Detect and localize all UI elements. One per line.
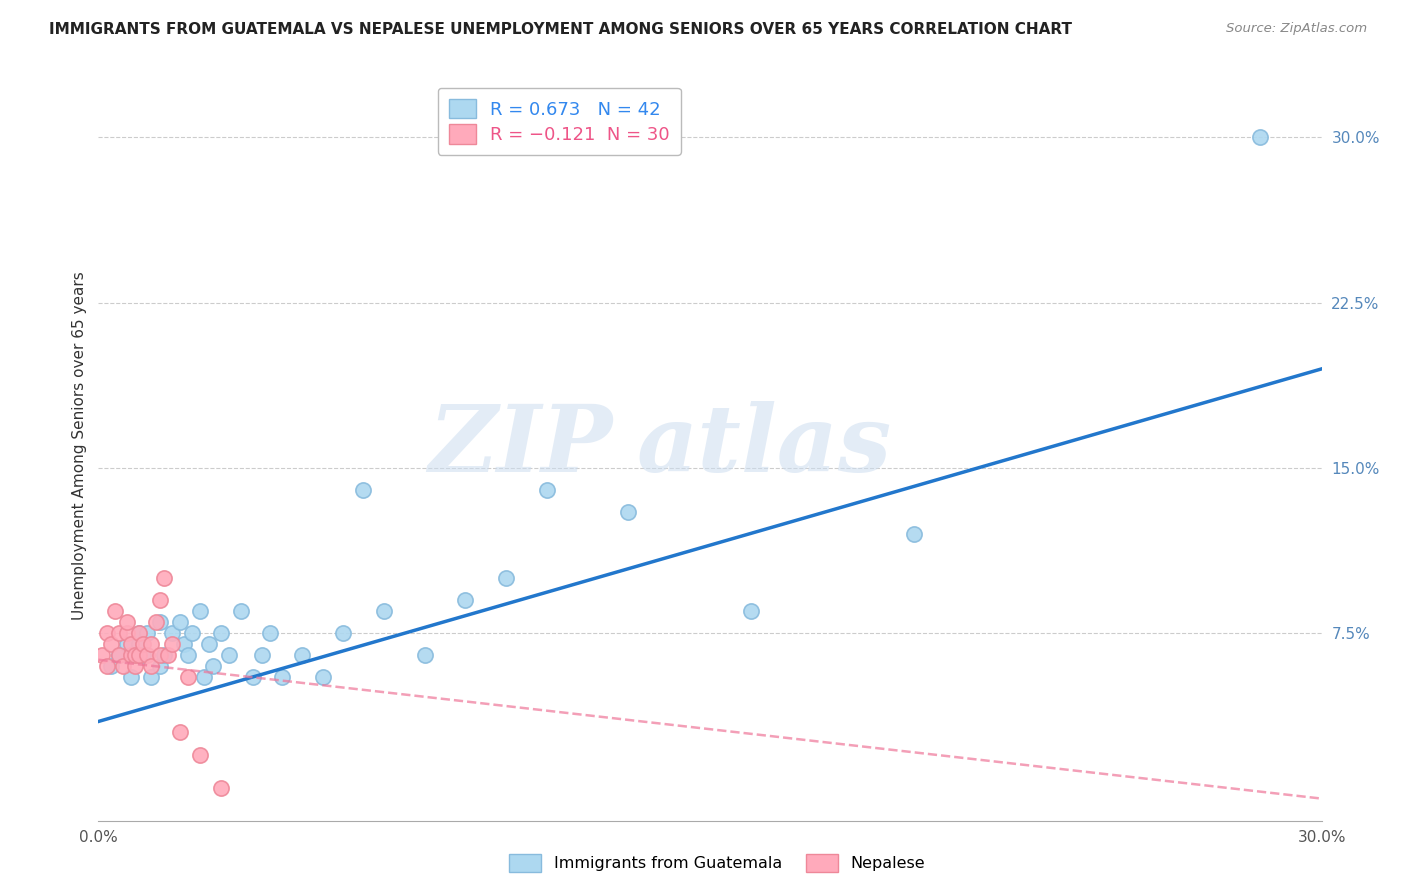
Point <box>96 626 118 640</box>
Text: IMMIGRANTS FROM GUATEMALA VS NEPALESE UNEMPLOYMENT AMONG SENIORS OVER 65 YEARS C: IMMIGRANTS FROM GUATEMALA VS NEPALESE UN… <box>49 22 1073 37</box>
Y-axis label: Unemployment Among Seniors over 65 years: Unemployment Among Seniors over 65 years <box>72 272 87 620</box>
Point <box>152 571 174 585</box>
Point <box>120 670 142 684</box>
Point <box>188 604 212 618</box>
Point <box>413 648 436 663</box>
Point <box>124 648 146 663</box>
Text: Source: ZipAtlas.com: Source: ZipAtlas.com <box>1226 22 1367 36</box>
Point <box>352 483 374 497</box>
Point <box>100 659 122 673</box>
Point <box>169 615 191 630</box>
Point <box>136 648 159 663</box>
Point <box>96 659 118 673</box>
Point <box>141 637 163 651</box>
Point <box>120 637 142 651</box>
Point <box>1249 130 1271 145</box>
Point <box>108 626 131 640</box>
Point <box>149 593 172 607</box>
Point <box>128 626 150 640</box>
Point <box>169 725 191 739</box>
Point <box>181 626 204 640</box>
Text: ZIP: ZIP <box>427 401 612 491</box>
Point <box>193 670 215 684</box>
Point <box>218 648 240 663</box>
Point <box>177 648 200 663</box>
Point <box>270 670 294 684</box>
Point <box>91 648 114 663</box>
Point <box>152 648 174 663</box>
Point <box>128 626 150 640</box>
Point <box>259 626 281 640</box>
Point <box>373 604 395 618</box>
Point <box>132 637 155 651</box>
Point <box>141 670 163 684</box>
Point <box>740 604 762 618</box>
Point <box>617 505 640 519</box>
Point <box>120 648 142 663</box>
Point <box>209 626 232 640</box>
Point <box>104 604 127 618</box>
Point <box>100 637 122 651</box>
Point <box>454 593 477 607</box>
Legend: R = 0.673   N = 42, R = −0.121  N = 30: R = 0.673 N = 42, R = −0.121 N = 30 <box>437 88 681 154</box>
Point <box>312 670 335 684</box>
Point <box>136 626 159 640</box>
Point <box>197 637 219 651</box>
Point <box>141 659 163 673</box>
Point <box>160 637 183 651</box>
Point <box>209 780 232 795</box>
Point <box>536 483 558 497</box>
Point <box>156 648 179 663</box>
Point <box>160 626 183 640</box>
Point <box>145 615 167 630</box>
Point <box>250 648 273 663</box>
Point <box>231 604 253 618</box>
Point <box>291 648 314 663</box>
Point <box>149 659 172 673</box>
Point <box>108 648 131 663</box>
Point <box>242 670 264 684</box>
Point <box>173 637 195 651</box>
Legend: Immigrants from Guatemala, Nepalese: Immigrants from Guatemala, Nepalese <box>501 847 934 880</box>
Point <box>188 747 212 762</box>
Text: atlas: atlas <box>637 401 891 491</box>
Point <box>108 648 131 663</box>
Point <box>115 626 138 640</box>
Point <box>111 659 134 673</box>
Point <box>495 571 517 585</box>
Point <box>903 527 925 541</box>
Point <box>177 670 200 684</box>
Point <box>124 659 146 673</box>
Point <box>132 648 155 663</box>
Point <box>128 637 150 651</box>
Point <box>149 648 172 663</box>
Point <box>332 626 354 640</box>
Point <box>115 637 138 651</box>
Point <box>201 659 224 673</box>
Point <box>128 648 150 663</box>
Point <box>149 615 172 630</box>
Point <box>115 615 138 630</box>
Point <box>124 648 146 663</box>
